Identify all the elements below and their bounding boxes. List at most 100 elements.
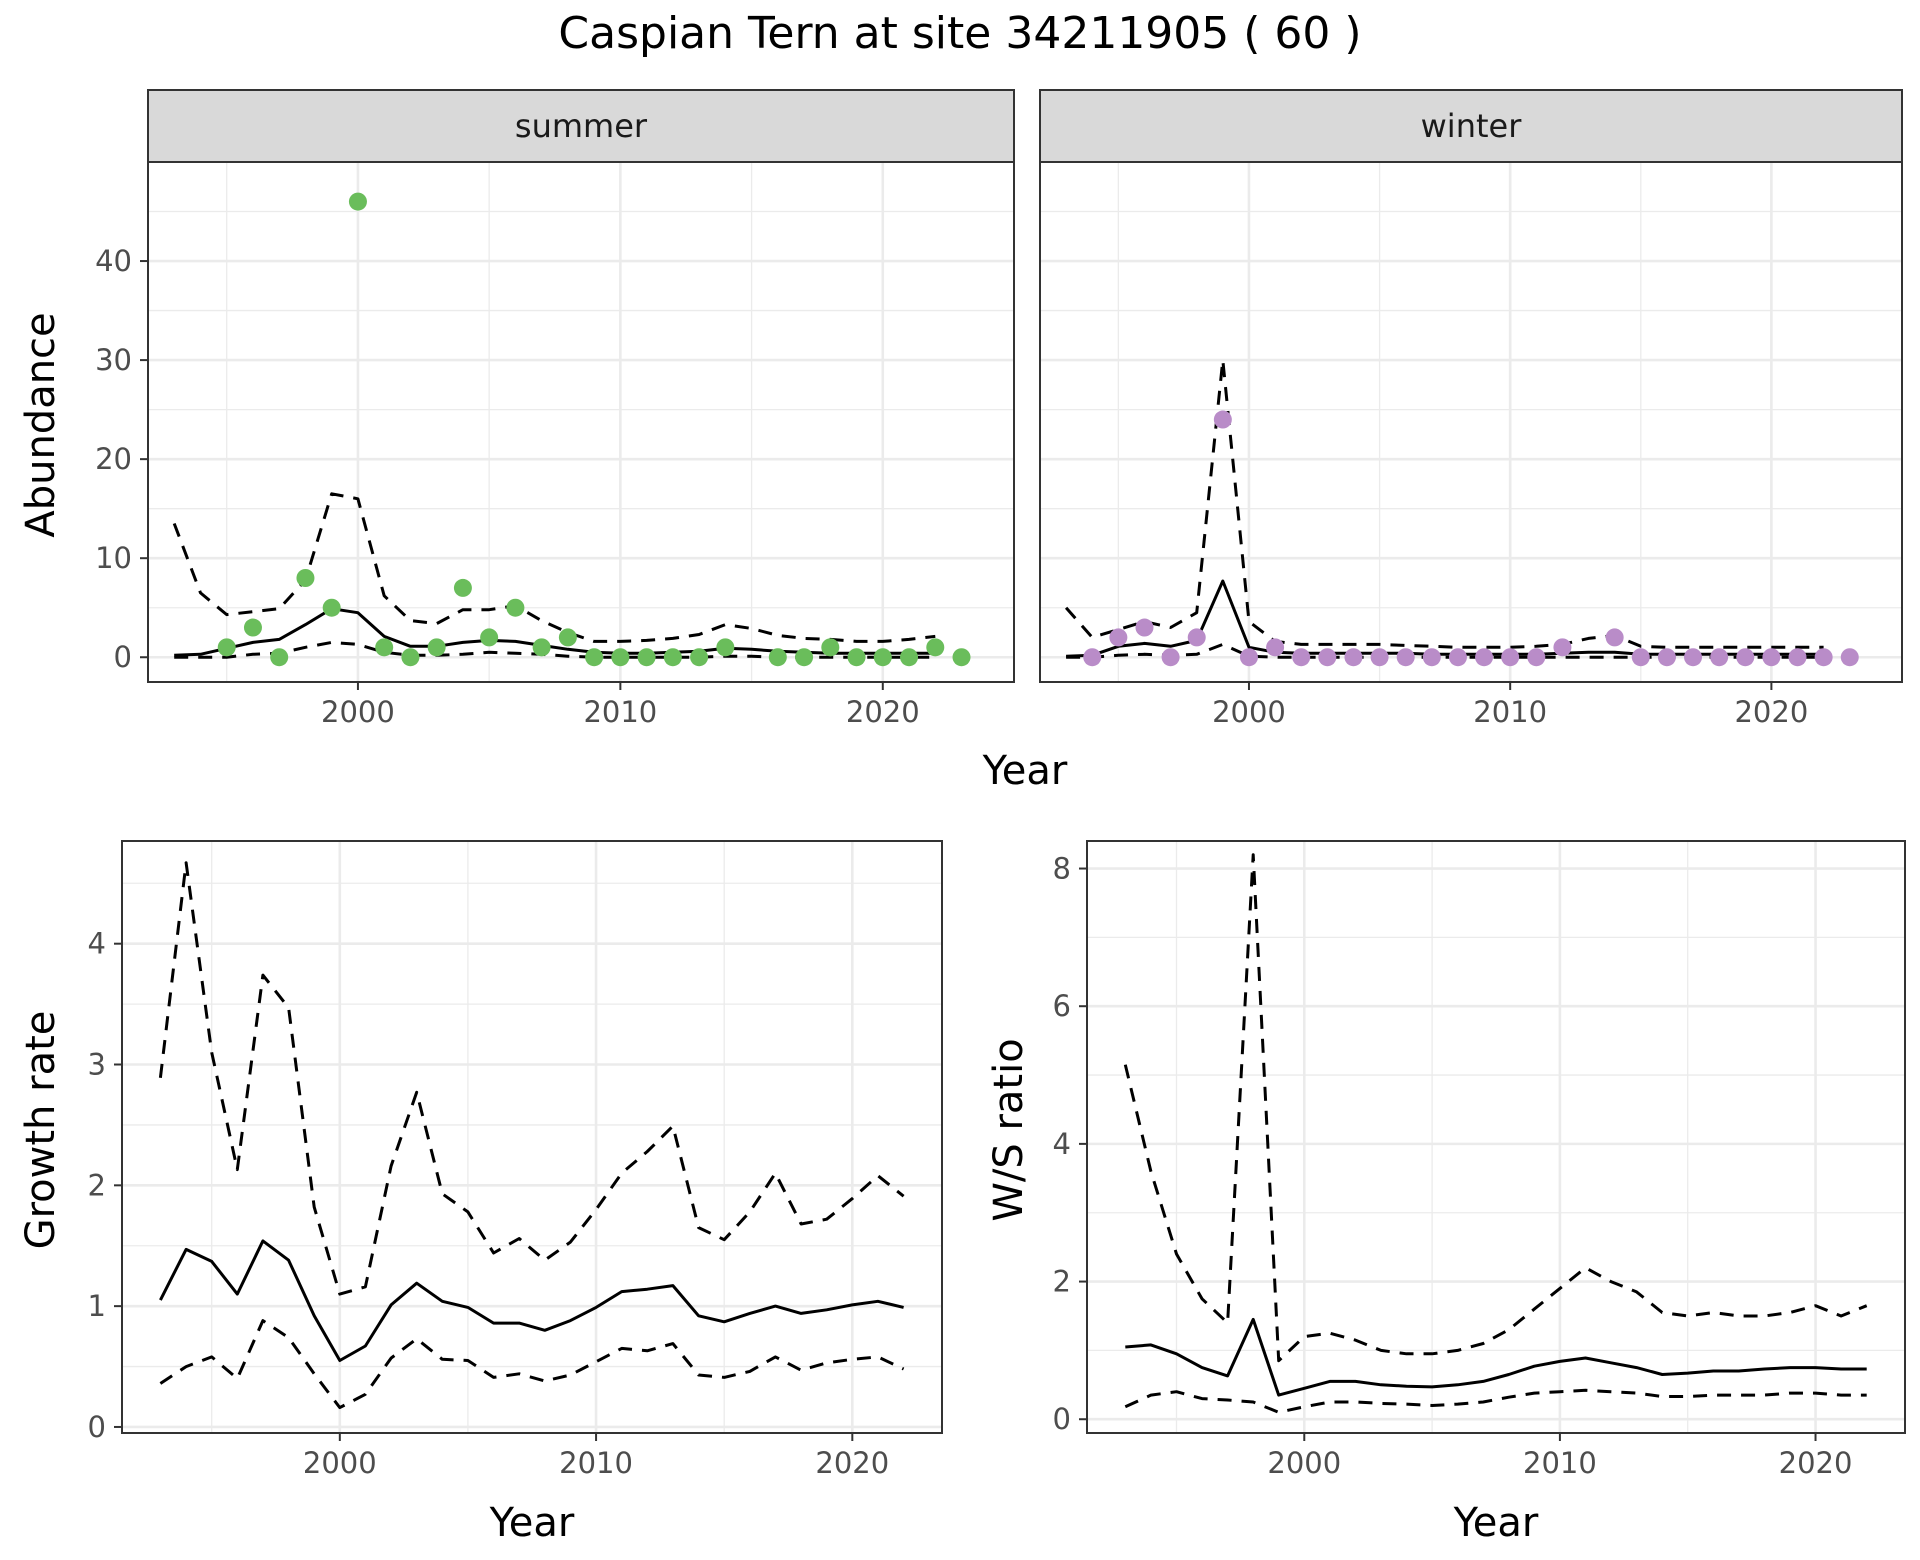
growth-y-axis-title: Growth rate <box>18 1011 64 1250</box>
data-point <box>1684 648 1703 667</box>
data-point <box>348 192 367 211</box>
data-point <box>1266 638 1285 657</box>
abundance-panel: summer 2000 2010 2020 0 10 20 30 40 winter 2000… <box>18 89 1903 794</box>
data-point <box>453 578 472 597</box>
y-tick-label: 2 <box>88 1168 106 1202</box>
data-point <box>506 598 525 617</box>
growth-rate-panel: 2000 2010 2020 0 1 2 3 4 Growth rate Year <box>18 840 943 1546</box>
x-tick-label: 2000 <box>303 1446 377 1480</box>
facet-summer: summer 2000 2010 2020 0 10 20 30 40 <box>95 89 1015 729</box>
ws-ratio-panel: 2000 2010 2020 0 2 4 6 8 W/S ratio Year <box>986 840 1906 1546</box>
data-point <box>611 648 630 667</box>
x-tick-label: 2010 <box>1523 1446 1597 1480</box>
data-point <box>1710 648 1729 667</box>
x-tick-label: 2000 <box>321 695 395 729</box>
x-tick-label: 2010 <box>559 1446 633 1480</box>
data-point <box>296 569 315 587</box>
data-point <box>1840 648 1859 667</box>
facet-label-winter: winter <box>1421 107 1523 145</box>
y-tick-label: 3 <box>88 1048 106 1082</box>
x-tick-label: 2010 <box>583 695 657 729</box>
x-tick-label: 2020 <box>846 695 920 729</box>
x-tick-label: 2000 <box>1212 695 1286 729</box>
data-point <box>1109 628 1128 647</box>
upper-ci-line <box>158 861 905 1296</box>
y-tick-label: 0 <box>88 1410 106 1444</box>
data-point <box>716 638 735 657</box>
data-point <box>1631 648 1650 667</box>
data-point <box>1161 648 1180 667</box>
data-point <box>270 648 289 667</box>
mean-line <box>159 1239 904 1362</box>
y-tick-label: 30 <box>95 343 132 377</box>
upper-ci-line <box>172 492 936 643</box>
plot-area-ratio: 2000 2010 2020 0 2 4 6 8 <box>1053 840 1906 1480</box>
data-point <box>873 648 892 667</box>
data-point <box>1396 648 1415 667</box>
data-point <box>1553 638 1572 657</box>
upper-ci-line <box>1123 853 1868 1363</box>
data-point <box>1083 648 1102 667</box>
data-point <box>243 618 262 637</box>
facet-winter: winter 2000 2010 2020 <box>1039 89 1903 729</box>
data-point <box>401 648 420 667</box>
ratio-x-axis-title: Year <box>1453 1500 1539 1546</box>
plot-area-summer: 2000 2010 2020 0 10 20 30 40 <box>95 161 1015 729</box>
data-point <box>1501 648 1520 667</box>
data-point <box>375 638 394 657</box>
y-tick-label: 20 <box>95 442 132 476</box>
y-tick-label: 0 <box>1053 1402 1071 1436</box>
y-tick-label: 4 <box>1053 1127 1071 1161</box>
plot-area-winter: 2000 2010 2020 <box>1039 161 1903 729</box>
data-point <box>1213 410 1232 429</box>
chart-title: Caspian Tern at site 34211905 ( 60 ) <box>558 8 1361 59</box>
upper-ci-line <box>1064 358 1824 649</box>
data-point <box>532 638 551 657</box>
data-point <box>926 638 945 657</box>
data-point <box>427 638 446 657</box>
facet-label-summer: summer <box>515 107 648 145</box>
y-tick-label: 10 <box>95 541 132 575</box>
mean-line <box>1066 579 1824 658</box>
data-point <box>480 628 499 647</box>
y-tick-label: 1 <box>88 1289 106 1323</box>
mean-line <box>174 607 936 657</box>
lower-ci-line <box>1124 1388 1867 1414</box>
data-point <box>952 648 971 667</box>
x-tick-label: 2020 <box>1779 1446 1853 1480</box>
y-tick-label: 8 <box>1053 852 1071 886</box>
lower-ci-line <box>159 1319 905 1410</box>
data-point <box>1814 648 1833 667</box>
facet-strip-summer <box>147 89 1015 163</box>
data-point <box>821 638 840 657</box>
x-tick-label: 2020 <box>1734 695 1808 729</box>
data-point <box>1788 648 1807 667</box>
y-tick-label: 2 <box>1053 1265 1071 1299</box>
data-point <box>1318 648 1337 667</box>
data-point <box>637 648 656 667</box>
plot-area-growth: 2000 2010 2020 0 1 2 3 4 <box>88 840 943 1480</box>
data-point <box>1370 648 1389 667</box>
data-point <box>217 638 236 657</box>
y-tick-label: 4 <box>88 927 106 961</box>
data-point <box>1344 648 1363 667</box>
data-point <box>663 648 682 667</box>
data-point <box>1736 648 1755 667</box>
data-point <box>768 648 787 667</box>
data-point <box>1448 648 1467 667</box>
data-point <box>322 598 341 617</box>
data-point <box>690 648 709 667</box>
data-point <box>585 648 604 667</box>
panel-border <box>1039 161 1903 683</box>
data-point <box>1605 628 1624 647</box>
x-tick-label: 2020 <box>815 1446 889 1480</box>
data-point <box>1422 648 1441 667</box>
x-tick-label: 2010 <box>1473 695 1547 729</box>
data-point <box>1527 648 1546 667</box>
data-point <box>1187 628 1206 647</box>
data-point <box>1239 648 1258 667</box>
data-point <box>1135 618 1154 637</box>
x-tick-label: 2000 <box>1267 1446 1341 1480</box>
y-tick-label: 0 <box>114 640 132 674</box>
